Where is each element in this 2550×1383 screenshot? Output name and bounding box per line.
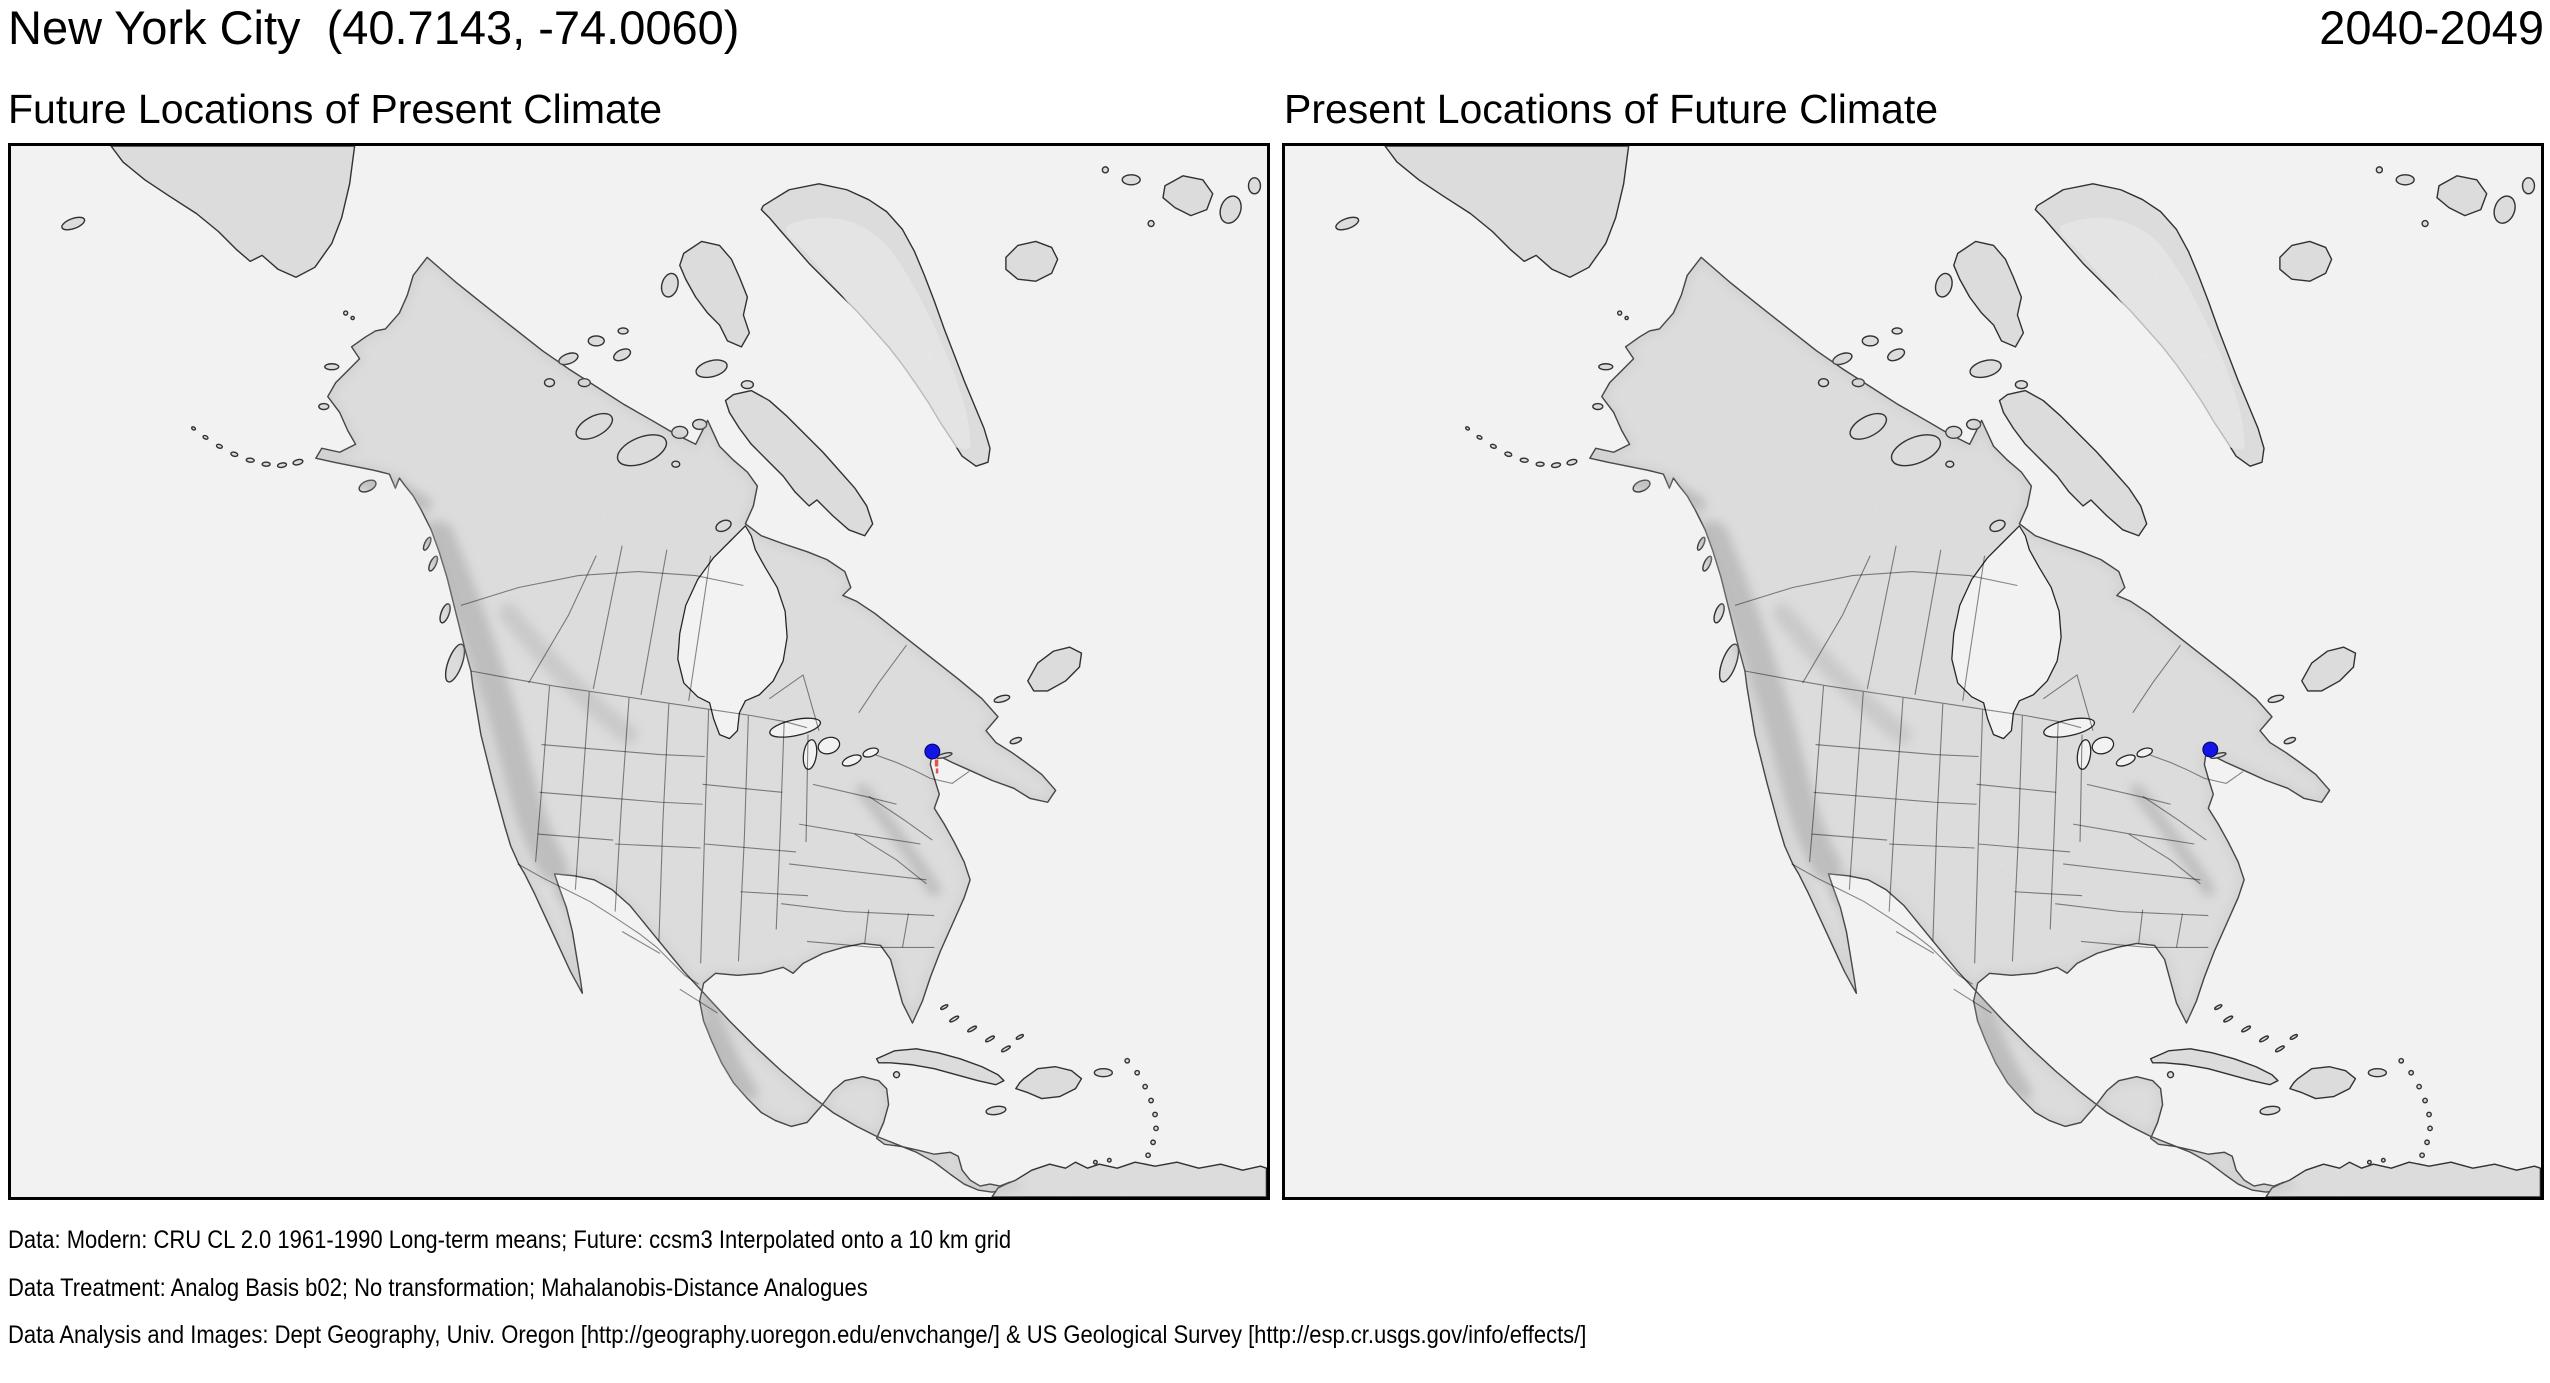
north-america-map-left bbox=[11, 146, 1267, 1197]
figure-title: New York City (40.7143, -74.0060) bbox=[8, 0, 739, 55]
city-marker-left bbox=[924, 743, 941, 760]
analog-marker bbox=[935, 768, 939, 774]
analog-marker bbox=[934, 759, 939, 767]
period-label: 2040-2049 bbox=[2319, 1, 2544, 54]
panel-title-right: Present Locations of Future Climate bbox=[1284, 86, 1939, 132]
north-america-map-right bbox=[1285, 146, 2541, 1197]
panel-title-left: Future Locations of Present Climate bbox=[8, 86, 663, 132]
location-name: New York City bbox=[8, 1, 301, 54]
city-marker-right bbox=[2202, 741, 2219, 758]
footer-data-source: Data: Modern: CRU CL 2.0 1961-1990 Long-… bbox=[8, 1226, 1012, 1254]
location-coordinates: (40.7143, -74.0060) bbox=[326, 1, 740, 54]
footer-data-treatment: Data Treatment: Analog Basis b02; No tra… bbox=[8, 1274, 868, 1302]
footer-data-credits: Data Analysis and Images: Dept Geography… bbox=[8, 1321, 1587, 1349]
map-panel-right bbox=[1282, 143, 2544, 1200]
analog-markers-left bbox=[934, 759, 939, 774]
map-panel-left bbox=[8, 143, 1270, 1200]
